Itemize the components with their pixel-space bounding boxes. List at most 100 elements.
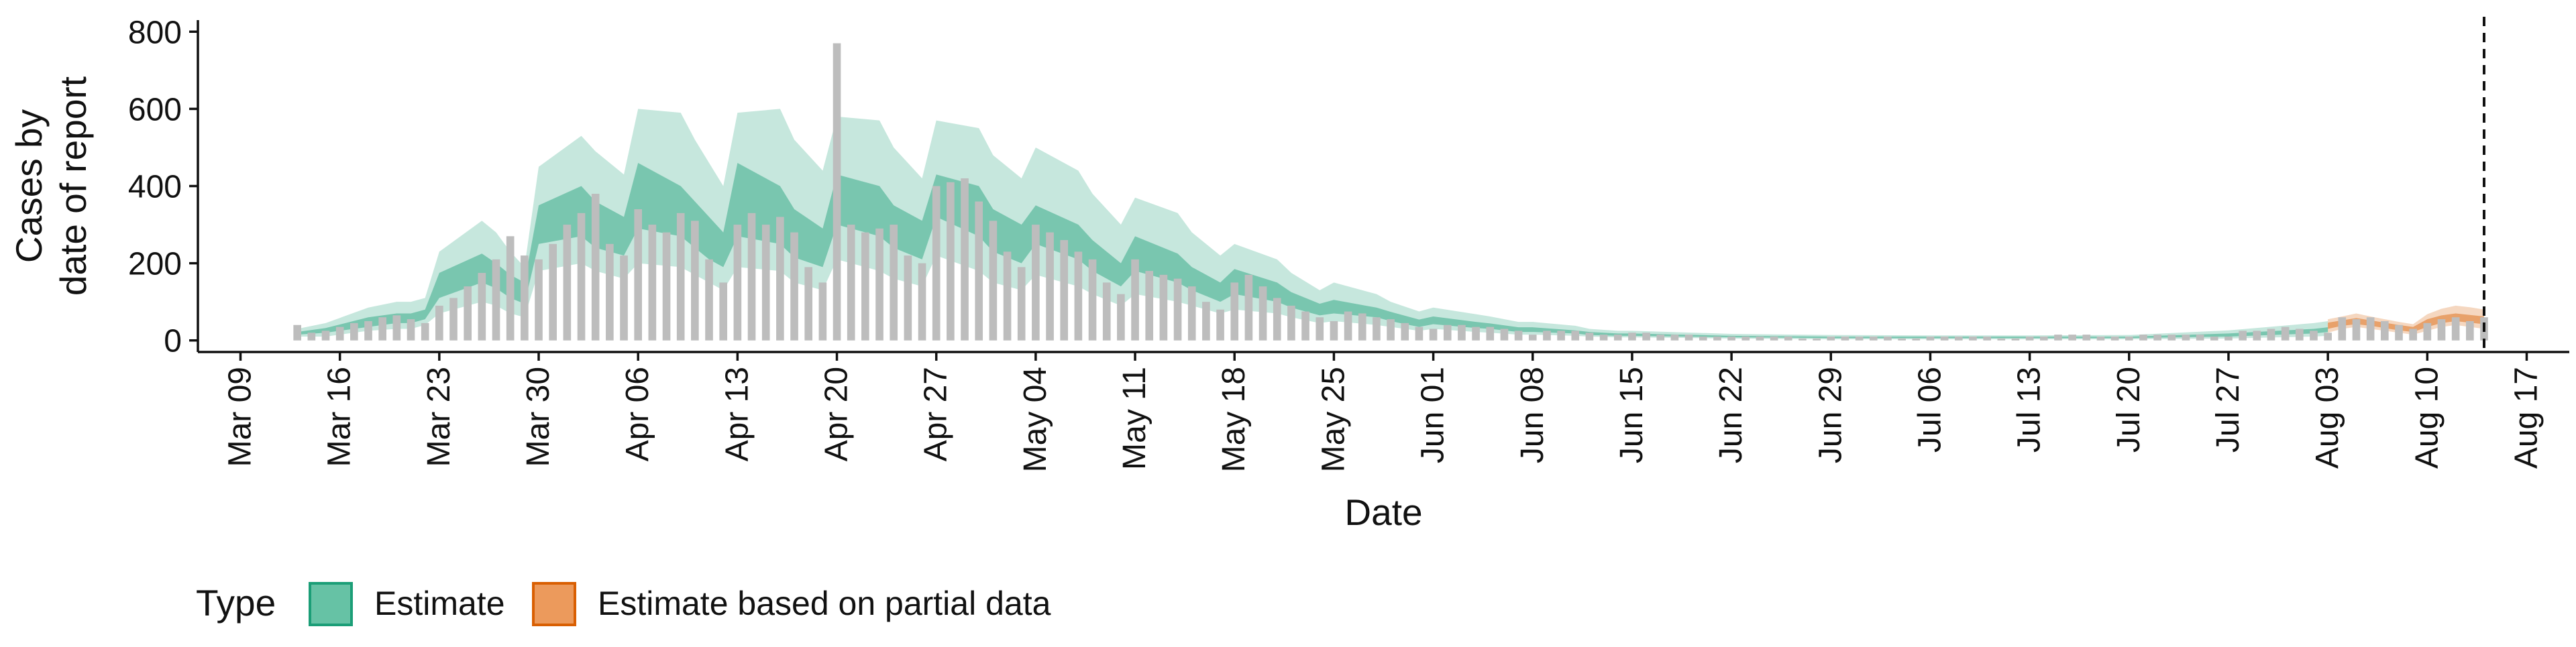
bar-2020-04-24 <box>890 225 898 341</box>
bar-2020-06-17 <box>1656 335 1665 341</box>
bar-2020-04-30 <box>975 201 983 341</box>
reported-case-bars <box>293 43 2488 341</box>
bar-2020-05-02 <box>1003 251 1012 341</box>
bar-2020-03-26 <box>478 273 486 341</box>
bar-2020-04-25 <box>904 255 912 341</box>
bar-2020-06-03 <box>1458 325 1466 341</box>
bar-2020-08-06 <box>2366 317 2375 341</box>
bar-2020-04-10 <box>691 221 699 341</box>
bar-2020-08-03 <box>2324 333 2332 341</box>
legend-swatch-estimate <box>309 582 353 626</box>
bar-2020-05-06 <box>1060 240 1069 341</box>
bar-2020-04-29 <box>961 178 969 341</box>
x-tick-label: Mar 30 <box>521 367 556 467</box>
bar-2020-04-06 <box>634 209 643 341</box>
bar-2020-04-19 <box>818 282 827 341</box>
bar-2020-04-04 <box>606 243 614 341</box>
bar-2020-08-05 <box>2352 319 2361 341</box>
bar-2020-04-22 <box>861 232 869 341</box>
bar-2020-03-20 <box>392 315 401 341</box>
bar-2020-06-23 <box>1741 336 1750 341</box>
bar-2020-08-10 <box>2423 322 2432 341</box>
bar-2020-04-03 <box>591 194 600 341</box>
bar-2020-07-06 <box>1926 336 1935 341</box>
x-tick-label: May 25 <box>1316 367 1351 472</box>
bar-2020-05-04 <box>1032 225 1040 341</box>
bar-2020-07-21 <box>2139 335 2147 341</box>
bar-2020-07-28 <box>2239 331 2247 341</box>
bar-2020-03-16 <box>335 327 344 341</box>
x-tick-label: Jun 15 <box>1614 367 1650 463</box>
x-tick-label: May 18 <box>1216 367 1252 472</box>
bar-2020-07-08 <box>1954 336 1963 341</box>
bar-2020-08-01 <box>2295 329 2304 341</box>
bar-2020-05-15 <box>1187 286 1196 341</box>
x-tick-label: Jul 06 <box>1912 367 1947 453</box>
y-axis-title-line: date of report <box>52 76 94 296</box>
x-tick-label: Apr 20 <box>819 367 855 461</box>
bar-2020-05-03 <box>1017 267 1026 341</box>
bar-2020-07-31 <box>2281 327 2290 341</box>
bar-2020-06-06 <box>1500 329 1509 341</box>
bar-2020-03-25 <box>464 286 472 341</box>
bar-2020-04-18 <box>804 267 813 341</box>
bar-2020-08-13 <box>2466 320 2474 341</box>
bar-2020-05-24 <box>1316 317 1324 341</box>
x-tick-label: Aug 10 <box>2409 367 2445 469</box>
bar-2020-05-05 <box>1046 232 1054 341</box>
estimate-50-interval <box>297 162 2328 339</box>
x-tick-label: Jul 13 <box>2012 367 2047 453</box>
legend: Type Estimate Estimate based on partial da… <box>196 582 1051 626</box>
bar-2020-03-23 <box>435 305 443 341</box>
bar-2020-08-12 <box>2451 317 2460 341</box>
x-tick-label: Jun 01 <box>1415 367 1451 463</box>
x-tick-label: Jun 29 <box>1813 367 1848 463</box>
bar-2020-04-16 <box>776 217 784 341</box>
bar-2020-03-17 <box>350 322 358 341</box>
bar-2020-07-18 <box>2096 336 2105 341</box>
bar-2020-06-14 <box>1613 335 1622 341</box>
bar-2020-05-29 <box>1387 319 1395 341</box>
bar-2020-04-20 <box>833 43 841 341</box>
bar-2020-06-11 <box>1571 331 1580 341</box>
y-axis-title-line: Cases by <box>8 109 50 263</box>
bar-2020-06-10 <box>1557 331 1565 341</box>
x-tick-label: May 11 <box>1117 367 1152 470</box>
bar-2020-03-31 <box>549 243 557 341</box>
bar-2020-05-19 <box>1244 274 1253 341</box>
x-tick-label: Mar 16 <box>322 367 358 467</box>
bar-2020-04-12 <box>719 282 728 341</box>
bar-2020-03-24 <box>449 298 458 341</box>
bar-2020-05-08 <box>1088 259 1097 341</box>
legend-entry-label: Estimate based on partial data <box>598 585 1051 622</box>
bar-2020-08-02 <box>2310 331 2318 341</box>
bar-2020-05-27 <box>1358 313 1366 341</box>
bar-2020-03-14 <box>307 333 316 341</box>
bar-2020-06-24 <box>1756 336 1764 341</box>
bar-2020-08-07 <box>2381 320 2389 341</box>
x-axis-title: Date <box>1344 491 1422 533</box>
bar-2020-07-04 <box>1898 338 1906 341</box>
bar-2020-04-23 <box>875 228 883 341</box>
bar-2020-03-19 <box>378 317 386 341</box>
bar-2020-06-08 <box>1528 335 1537 341</box>
bar-2020-06-29 <box>1827 336 1835 341</box>
bar-2020-04-02 <box>577 213 586 341</box>
bar-2020-05-22 <box>1287 305 1295 341</box>
bar-2020-06-16 <box>1642 333 1650 341</box>
bar-2020-06-05 <box>1486 327 1495 341</box>
bar-2020-05-14 <box>1173 278 1182 341</box>
bar-2020-07-27 <box>2224 336 2233 341</box>
bar-2020-07-15 <box>2054 335 2062 341</box>
bar-2020-03-29 <box>521 255 529 341</box>
x-tick-label: Aug 17 <box>2508 367 2544 469</box>
bar-2020-04-09 <box>676 213 685 341</box>
bar-2020-05-11 <box>1131 259 1139 341</box>
bar-2020-05-16 <box>1202 302 1210 341</box>
bar-2020-04-13 <box>733 225 742 341</box>
bar-2020-08-11 <box>2437 319 2446 341</box>
bar-2020-07-23 <box>2167 335 2176 341</box>
bar-2020-06-07 <box>1514 331 1523 341</box>
